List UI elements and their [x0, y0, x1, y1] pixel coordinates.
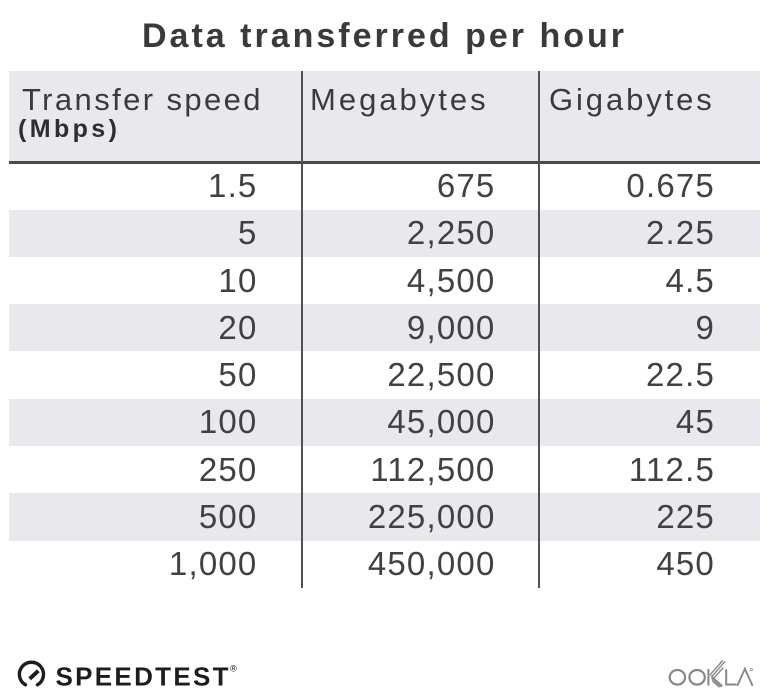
- svg-text:®: ®: [230, 663, 237, 674]
- svg-text:SPEEDTEST: SPEEDTEST: [56, 661, 231, 691]
